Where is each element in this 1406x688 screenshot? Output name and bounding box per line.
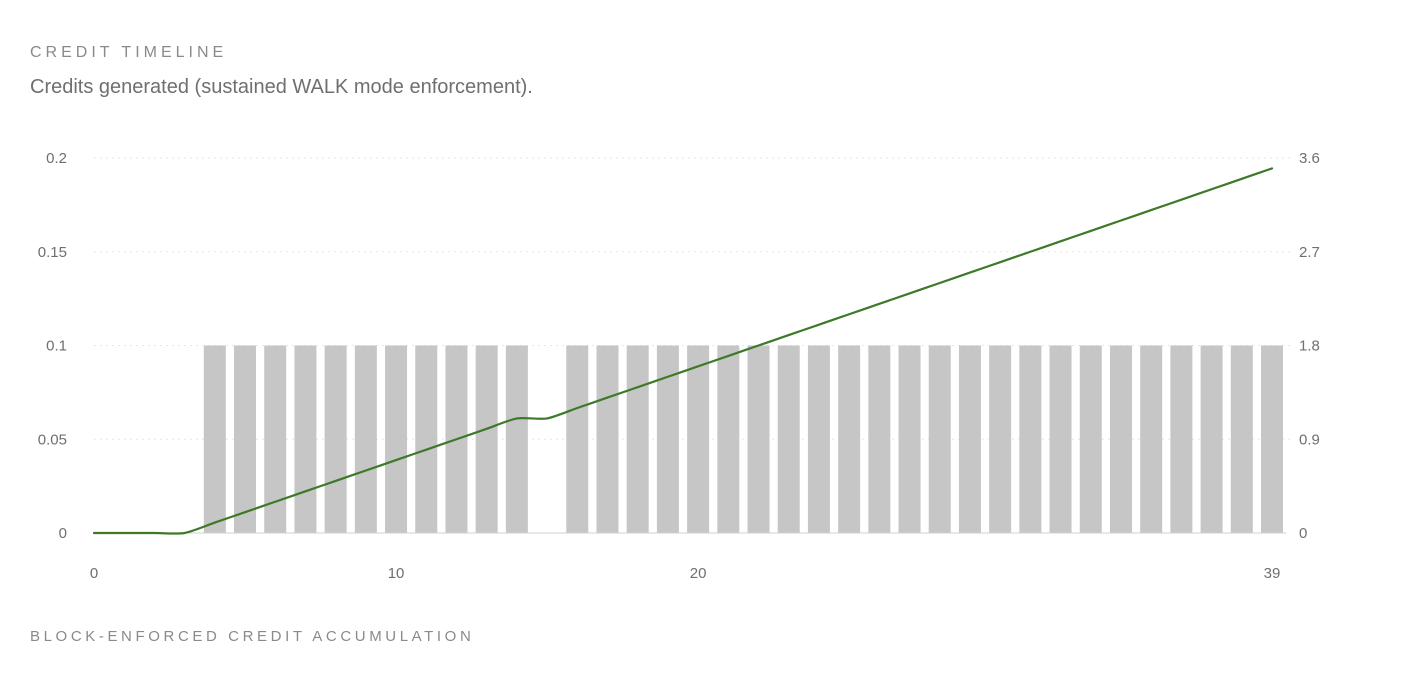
credit-bar (777, 345, 800, 533)
credit-bar (1049, 345, 1072, 533)
x-tick-label: 10 (388, 565, 405, 582)
credit-bar (868, 345, 891, 533)
y-left-tick-label: 0.15 (38, 244, 67, 261)
credit-bar (747, 345, 770, 533)
credit-bar (203, 345, 226, 533)
bar-layer (203, 345, 1283, 533)
credit-bar (1170, 345, 1193, 533)
credit-bar (385, 345, 408, 533)
credit-bar (1200, 345, 1223, 533)
credit-bar (807, 345, 830, 533)
credit-bar (475, 345, 498, 533)
credit-bar (324, 345, 347, 533)
chart-subtitle: Credits generated (sustained WALK mode e… (30, 76, 533, 98)
y-right-tick-label: 3.6 (1299, 150, 1320, 167)
x-tick-label: 20 (690, 565, 707, 582)
credit-bar (687, 345, 710, 533)
y-left-tick-label: 0.2 (46, 150, 67, 167)
y-left-tick-label: 0 (59, 525, 67, 542)
credit-bar (1140, 345, 1163, 533)
credit-bar (1079, 345, 1102, 533)
credit-bar (1261, 345, 1283, 533)
credit-bar (989, 345, 1012, 533)
credit-bar (294, 345, 317, 533)
credit-bar (656, 345, 679, 533)
y-right-tick-label: 1.8 (1299, 338, 1320, 355)
credit-bar (505, 345, 528, 533)
credit-bar (928, 345, 951, 533)
credit-bar (566, 345, 589, 533)
x-tick-label: 0 (90, 565, 98, 582)
x-tick-label: 39 (1264, 565, 1281, 582)
credit-bar (1109, 345, 1132, 533)
credit-bar (898, 345, 921, 533)
credit-bar (838, 345, 861, 533)
cumulative-credits-line (92, 167, 1274, 535)
chart-footer-label: BLOCK-ENFORCED CREDIT ACCUMULATION (30, 628, 475, 645)
credit-bar (415, 345, 438, 533)
credit-bar (626, 345, 649, 533)
credit-bar (958, 345, 981, 533)
y-right-tick-label: 0.9 (1299, 431, 1320, 448)
credit-bar (717, 345, 740, 533)
credit-bar (1230, 345, 1253, 533)
y-left-tick-label: 0.1 (46, 338, 67, 355)
credit-bar (234, 345, 257, 533)
credit-bar (1019, 345, 1042, 533)
credit-bar (596, 345, 619, 533)
y-left-tick-label: 0.05 (38, 431, 67, 448)
credit-bar (264, 345, 287, 533)
y-right-tick-label: 0 (1299, 525, 1307, 542)
y-right-tick-label: 2.7 (1299, 244, 1320, 261)
tick-layer: 0 0.05 0.1 0.15 0.2 0 0.9 1.8 2.7 3.6 0 10 20 39 (38, 150, 1320, 582)
credit-bar (354, 345, 377, 533)
chart-eyebrow-title: CREDIT TIMELINE (30, 44, 228, 61)
line-layer (92, 167, 1274, 535)
